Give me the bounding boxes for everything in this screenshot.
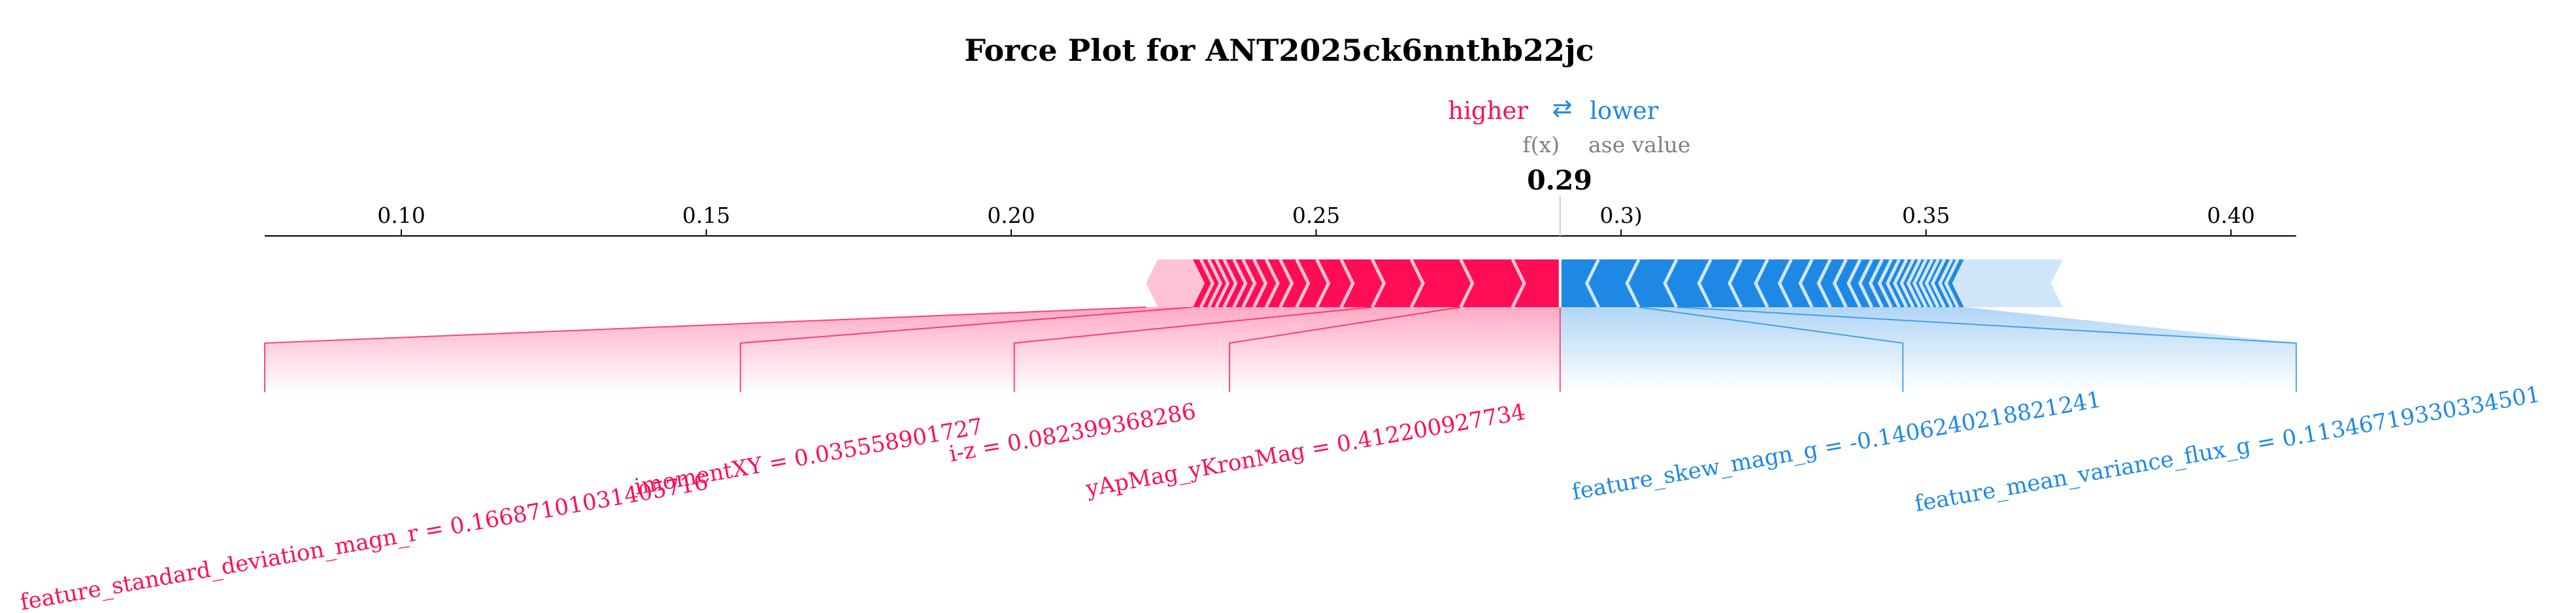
negative-feature-boundary	[1918, 258, 1934, 308]
negative-feature-boundary	[1625, 258, 1641, 308]
positive-feature-label: imomentXY = 0.035558901727	[633, 413, 985, 500]
positive-feature-boundary	[1511, 258, 1526, 308]
negative-feature-boundary	[1906, 258, 1922, 308]
fx-label: f(x)	[1522, 132, 1560, 157]
positive-feature-boundary	[1199, 258, 1215, 308]
positive-feature-boundary	[1207, 258, 1223, 308]
x-tick-label: 0.35	[1902, 203, 1950, 228]
positive-feature-connector	[1229, 306, 1461, 392]
positive-feature-connector	[264, 306, 1146, 392]
negative-feature-boundary	[1877, 258, 1893, 308]
negative-feature-boundary	[1847, 258, 1862, 308]
negative-bar-tail	[1954, 259, 2063, 307]
legend-higher-label: higher	[1448, 97, 1528, 125]
positive-feature-label: i-z = 0.082399368286	[947, 398, 1198, 467]
negative-feature-boundary	[1697, 258, 1713, 308]
negative-feature-connector	[1676, 306, 2297, 392]
positive-feature-boundary	[1371, 258, 1386, 308]
negative-feature-boundary	[1892, 258, 1909, 308]
positive-feature-boundary	[1339, 258, 1355, 308]
negative-feature-boundary	[1754, 258, 1769, 308]
negative-feature-boundary	[1832, 258, 1848, 308]
negative-feature-boundary	[1899, 258, 1915, 308]
negative-shade	[1560, 307, 2296, 392]
x-tick-label: 0.15	[682, 203, 730, 228]
negative-feature-boundary	[1924, 258, 1940, 308]
legend: higher ⇄ lower f(x) ase value 0.29	[1448, 94, 1690, 196]
positive-shade	[265, 307, 1560, 392]
negative-feature-boundary	[1584, 258, 1600, 308]
negative-feature-boundary	[1816, 258, 1832, 308]
positive-feature-boundary	[1295, 258, 1311, 308]
positive-feature-boundary	[1214, 258, 1230, 308]
positive-feature-label: feature_standard_deviation_magn_r = 0.16…	[18, 469, 711, 613]
force-bars	[1146, 258, 2063, 308]
feature-connectors	[264, 306, 2297, 392]
positive-feature-connector	[739, 306, 1194, 392]
positive-feature-boundary	[1232, 258, 1248, 308]
negative-feature-boundary	[1885, 258, 1901, 308]
negative-feature-label: feature_mean_variance_flux_g = 0.1134671…	[1913, 381, 2542, 517]
positive-feature-boundary	[1264, 258, 1280, 308]
base-value-label: ase value	[1588, 132, 1690, 157]
output-value-label: 0.29	[1527, 165, 1592, 196]
x-tick-label: 0.3)	[1599, 203, 1642, 228]
x-tick-label: 0.25	[1292, 203, 1340, 228]
x-tick-label: 0.20	[987, 203, 1035, 228]
negative-feature-boundary	[1728, 258, 1743, 308]
negative-feature-boundary	[1868, 258, 1884, 308]
chart-title: Force Plot for ANT2025ck6nnthb22jc	[964, 33, 1594, 68]
positive-bar-tail	[1146, 259, 1205, 307]
x-axis: 0.10 0.15 0.20 0.25 0.3) 0.35 0.40	[265, 196, 2296, 237]
positive-feature-boundary	[1409, 258, 1425, 308]
negative-feature-boundary	[1938, 258, 1954, 308]
negative-feature-boundary	[1930, 258, 1946, 308]
negative-feature-boundary	[1912, 258, 1928, 308]
feature-labels: feature_standard_deviation_magn_r = 0.16…	[18, 381, 2543, 613]
negative-feature-boundary	[1798, 258, 1814, 308]
negative-feature-boundary	[1858, 258, 1873, 308]
positive-feature-boundary	[1222, 258, 1238, 308]
negative-feature-boundary	[1777, 258, 1793, 308]
positive-feature-boundary	[1241, 258, 1257, 308]
positive-feature-boundary	[1459, 258, 1475, 308]
negative-feature-connector	[1639, 306, 1904, 392]
positive-feature-boundary	[1279, 258, 1294, 308]
positive-feature-connector	[1013, 306, 1373, 392]
legend-lower-label: lower	[1590, 97, 1659, 125]
x-tick-label: 0.10	[377, 203, 425, 228]
negative-feature-boundary	[1952, 258, 1967, 308]
legend-arrow-icon: ⇄	[1552, 94, 1572, 122]
negative-feature-boundary	[1944, 258, 1960, 308]
positive-feature-boundary	[1315, 258, 1331, 308]
positive-feature-boundary	[1252, 258, 1268, 308]
x-tick-label: 0.40	[2207, 203, 2254, 228]
negative-feature-boundary	[1663, 258, 1679, 308]
